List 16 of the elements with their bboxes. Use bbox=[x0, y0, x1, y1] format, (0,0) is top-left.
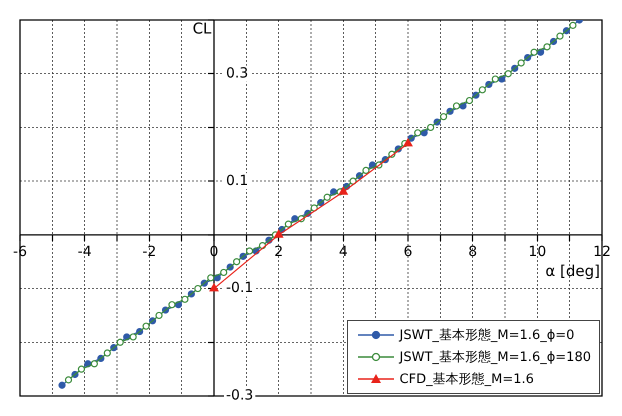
x-tick-label: 2 bbox=[274, 244, 284, 260]
y-tick-label: 0.3 bbox=[226, 65, 248, 82]
x-tick-label: 4 bbox=[338, 244, 348, 260]
y-tick-label: 0.1 bbox=[226, 172, 248, 189]
x-tick-label: 8 bbox=[468, 244, 478, 260]
x-tick-label: 6 bbox=[404, 244, 413, 260]
x-axis-title: α [deg] bbox=[545, 262, 600, 280]
legend-label: JSWT_基本形態_M=1.6_ϕ=0 bbox=[400, 327, 574, 344]
x-tick-label: 10 bbox=[528, 244, 546, 260]
y-axis-title: CL bbox=[192, 19, 212, 38]
y-tick-label: -0.1 bbox=[226, 280, 254, 296]
x-tick-label: -4 bbox=[78, 244, 92, 260]
x-tick-label: -2 bbox=[142, 244, 156, 260]
legend-label: CFD_基本形態_M=1.6 bbox=[400, 371, 534, 388]
legend-label: JSWT_基本形態_M=1.6_ϕ=180 bbox=[400, 349, 591, 366]
y-tick-label: -0.3 bbox=[226, 388, 254, 404]
